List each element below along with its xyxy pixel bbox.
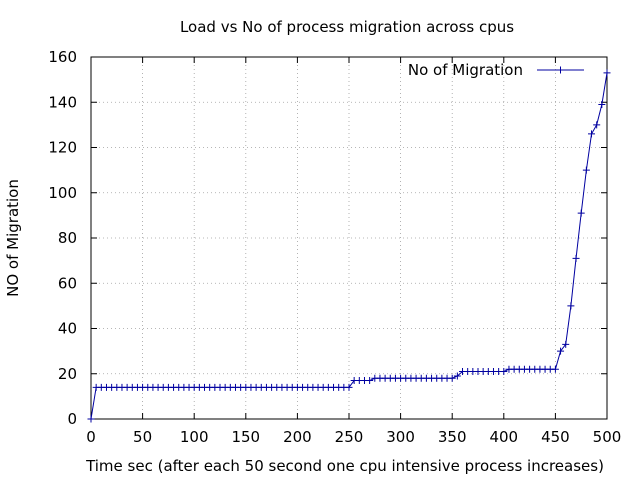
x-tick-label: 150 bbox=[231, 428, 260, 446]
data-point bbox=[582, 166, 590, 174]
data-point bbox=[603, 69, 611, 77]
y-tick-label: 100 bbox=[48, 184, 77, 202]
legend: No of Migration bbox=[408, 61, 584, 79]
x-tick-label: 100 bbox=[180, 428, 209, 446]
legend-label: No of Migration bbox=[408, 61, 523, 79]
x-tick-label: 0 bbox=[86, 428, 96, 446]
x-tick-label: 450 bbox=[541, 428, 570, 446]
legend-marker bbox=[557, 66, 564, 74]
data-point bbox=[366, 377, 374, 385]
data-point bbox=[345, 383, 353, 391]
data-point bbox=[588, 130, 596, 138]
data-point bbox=[577, 209, 585, 217]
data-point bbox=[572, 254, 580, 262]
y-tick-label: 80 bbox=[58, 229, 77, 247]
x-tick-label: 400 bbox=[489, 428, 518, 446]
y-tick-label: 0 bbox=[67, 410, 77, 428]
x-tick-label: 350 bbox=[438, 428, 467, 446]
data-point bbox=[593, 121, 601, 129]
y-tick-label: 60 bbox=[58, 274, 77, 292]
data-point bbox=[557, 347, 565, 355]
data-point bbox=[562, 340, 570, 348]
series-layer bbox=[87, 69, 611, 423]
x-tick-label: 250 bbox=[335, 428, 364, 446]
y-tick-label: 40 bbox=[58, 320, 77, 338]
data-point bbox=[551, 365, 559, 373]
y-tick-label: 20 bbox=[58, 365, 77, 383]
x-tick-label: 500 bbox=[593, 428, 622, 446]
data-point bbox=[453, 372, 461, 380]
data-point bbox=[567, 302, 575, 310]
grid bbox=[91, 57, 607, 419]
axis-ticks: 0 50 100 150 200 250 300 350 400 450 500 0 20 40 60 80 1… bbox=[48, 48, 621, 446]
y-tick-label: 120 bbox=[48, 139, 77, 157]
x-axis-label: Time sec (after each 50 second one cpu i… bbox=[85, 457, 604, 475]
x-tick-label: 50 bbox=[133, 428, 152, 446]
x-tick-label: 300 bbox=[386, 428, 415, 446]
x-tick-label: 200 bbox=[283, 428, 312, 446]
data-point bbox=[598, 101, 606, 109]
y-tick-label: 140 bbox=[48, 93, 77, 111]
data-point bbox=[448, 374, 456, 382]
chart-title: Load vs No of process migration across c… bbox=[180, 18, 514, 36]
data-point bbox=[500, 367, 508, 375]
legend-marker-plus bbox=[557, 66, 564, 74]
data-point bbox=[87, 415, 95, 423]
y-tick-label: 160 bbox=[48, 48, 77, 66]
y-axis-label: NO of Migration bbox=[4, 179, 22, 297]
